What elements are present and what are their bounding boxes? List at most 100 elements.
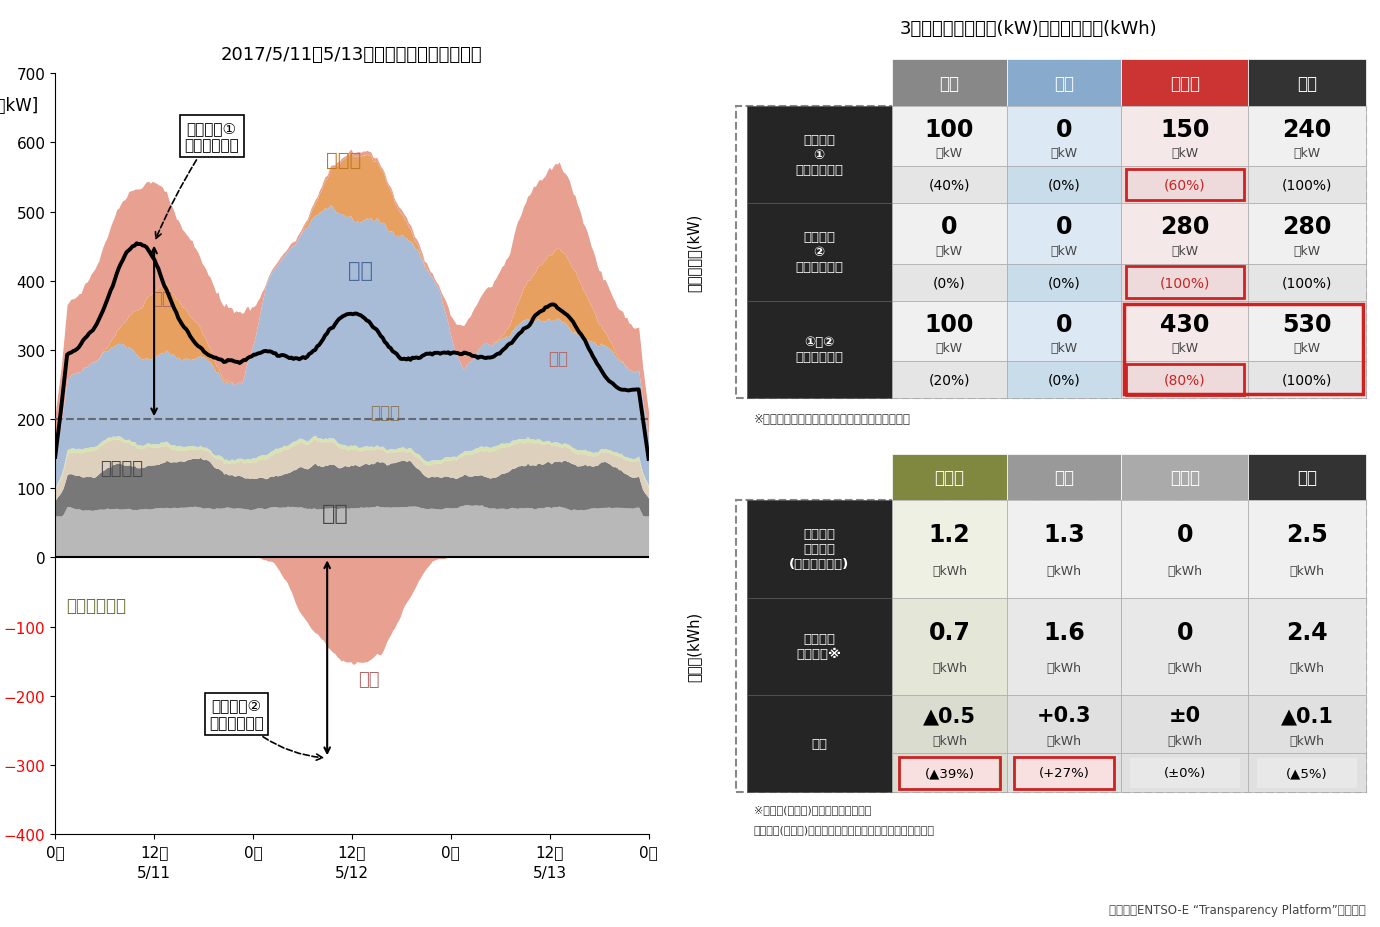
Bar bbox=[1249, 501, 1366, 598]
Bar bbox=[736, 501, 1366, 793]
Text: 火力: 火力 bbox=[940, 74, 959, 93]
Text: (100%): (100%) bbox=[1159, 276, 1210, 290]
Bar bbox=[1006, 301, 1122, 362]
Text: 輸出入: 輸出入 bbox=[1170, 74, 1199, 93]
Text: （出所）ENTSO-E “Transparency Platform”より作成: （出所）ENTSO-E “Transparency Platform”より作成 bbox=[1110, 903, 1366, 916]
Text: 原子力: 原子力 bbox=[1170, 468, 1199, 487]
Text: 万kW: 万kW bbox=[1172, 342, 1198, 355]
Bar bbox=[891, 362, 1006, 399]
Bar bbox=[891, 695, 1006, 754]
Bar bbox=[1122, 754, 1249, 793]
Text: 億kWh: 億kWh bbox=[1289, 565, 1325, 578]
Text: 億kWh: 億kWh bbox=[932, 662, 967, 675]
Text: 530: 530 bbox=[1282, 312, 1332, 337]
Text: 億kWh: 億kWh bbox=[1289, 734, 1325, 747]
Bar bbox=[1006, 754, 1122, 793]
Text: 調整断面①
（上げ方向）: 調整断面① （上げ方向） bbox=[156, 121, 239, 239]
Text: 1.2: 1.2 bbox=[929, 523, 970, 547]
Bar bbox=[1122, 695, 1249, 754]
Bar bbox=[1249, 107, 1366, 167]
Bar bbox=[891, 598, 1006, 695]
Text: 輸出入が
無い場合※: 輸出入が 無い場合※ bbox=[796, 632, 842, 661]
Text: (0%): (0%) bbox=[1047, 179, 1081, 193]
Text: (80%): (80%) bbox=[1163, 374, 1206, 387]
Text: 発電量(kWh): 発電量(kWh) bbox=[686, 612, 701, 681]
Text: 2.5: 2.5 bbox=[1286, 523, 1328, 547]
Text: 万kW: 万kW bbox=[1172, 147, 1198, 160]
Bar bbox=[1006, 107, 1122, 167]
Bar bbox=[1249, 695, 1366, 754]
Bar bbox=[1249, 60, 1366, 107]
Text: バイオマス等: バイオマス等 bbox=[66, 596, 127, 614]
Bar bbox=[1249, 264, 1366, 301]
Text: 0: 0 bbox=[1056, 312, 1072, 337]
Text: 天然ガス: 天然ガス bbox=[99, 459, 142, 477]
Bar bbox=[900, 757, 999, 789]
Text: (60%): (60%) bbox=[1163, 179, 1206, 193]
Text: 万kW: 万kW bbox=[1050, 147, 1078, 160]
Text: 0: 0 bbox=[1177, 523, 1194, 547]
Text: ±0: ±0 bbox=[1169, 705, 1201, 726]
Text: 億kWh: 億kWh bbox=[1167, 734, 1202, 747]
Text: 2.4: 2.4 bbox=[1286, 620, 1328, 644]
Bar bbox=[891, 264, 1006, 301]
Bar bbox=[747, 695, 891, 793]
Text: 0: 0 bbox=[1177, 620, 1194, 644]
Bar bbox=[1257, 758, 1358, 788]
Bar bbox=[1006, 695, 1122, 754]
Text: 調整断面
①
（上げ方向）: 調整断面 ① （上げ方向） bbox=[795, 133, 843, 177]
Text: 石炭: 石炭 bbox=[322, 503, 349, 523]
Text: 太陽光: 太陽光 bbox=[326, 151, 362, 170]
Bar bbox=[1126, 267, 1243, 298]
Title: 2017/5/11！5/13のデンマークの電力需給: 2017/5/11！5/13のデンマークの電力需給 bbox=[221, 46, 483, 64]
Bar bbox=[1006, 167, 1122, 204]
Bar bbox=[891, 301, 1006, 362]
Text: 万kW: 万kW bbox=[1050, 245, 1078, 258]
Text: 万kW: 万kW bbox=[936, 342, 963, 355]
Bar bbox=[1122, 598, 1249, 695]
Bar bbox=[1249, 204, 1366, 264]
Text: (▲39%): (▲39%) bbox=[925, 767, 974, 780]
Text: 万kW: 万kW bbox=[936, 245, 963, 258]
Bar bbox=[1125, 305, 1363, 395]
Bar bbox=[1249, 362, 1366, 399]
Text: 5/12: 5/12 bbox=[335, 866, 368, 881]
Bar bbox=[901, 758, 998, 788]
Bar bbox=[1122, 167, 1249, 204]
Bar bbox=[1122, 264, 1249, 301]
Text: 億kWh: 億kWh bbox=[932, 565, 967, 578]
Text: ※不足分(輸入分)は火力の焦き増し、: ※不足分(輸入分)は火力の焦き増し、 bbox=[753, 804, 871, 814]
Text: ▲0.5: ▲0.5 bbox=[923, 705, 976, 726]
Bar bbox=[1249, 754, 1366, 793]
Bar bbox=[1006, 204, 1122, 264]
Text: 0: 0 bbox=[1056, 118, 1072, 142]
Bar bbox=[891, 454, 1006, 501]
Bar bbox=[1006, 60, 1122, 107]
Bar bbox=[1122, 362, 1249, 399]
Text: 100: 100 bbox=[925, 118, 974, 142]
Text: 万kW: 万kW bbox=[1293, 245, 1321, 258]
Bar bbox=[1249, 454, 1366, 501]
Text: (+27%): (+27%) bbox=[1039, 767, 1089, 780]
Text: 輸入: 輸入 bbox=[548, 349, 569, 368]
Bar bbox=[1006, 501, 1122, 598]
Bar bbox=[1122, 204, 1249, 264]
Text: 240: 240 bbox=[1282, 118, 1332, 142]
Bar bbox=[1249, 167, 1366, 204]
Bar bbox=[1130, 758, 1239, 788]
Text: 石油等: 石油等 bbox=[370, 404, 400, 422]
Bar bbox=[747, 107, 891, 204]
Bar bbox=[1122, 60, 1249, 107]
Text: 火力: 火力 bbox=[1054, 468, 1074, 487]
Text: 再エネ: 再エネ bbox=[934, 468, 965, 487]
Text: 280: 280 bbox=[1161, 215, 1209, 239]
Text: 5/11: 5/11 bbox=[137, 866, 171, 881]
Text: (±0%): (±0%) bbox=[1163, 767, 1206, 780]
Text: 合計: 合計 bbox=[1297, 74, 1317, 93]
Text: 億kWh: 億kWh bbox=[1167, 565, 1202, 578]
Text: 5/13: 5/13 bbox=[533, 866, 567, 881]
Text: 億kWh: 億kWh bbox=[1046, 662, 1082, 675]
Bar bbox=[747, 501, 891, 598]
Bar bbox=[1122, 501, 1249, 598]
Text: 揚水: 揚水 bbox=[1054, 74, 1074, 93]
